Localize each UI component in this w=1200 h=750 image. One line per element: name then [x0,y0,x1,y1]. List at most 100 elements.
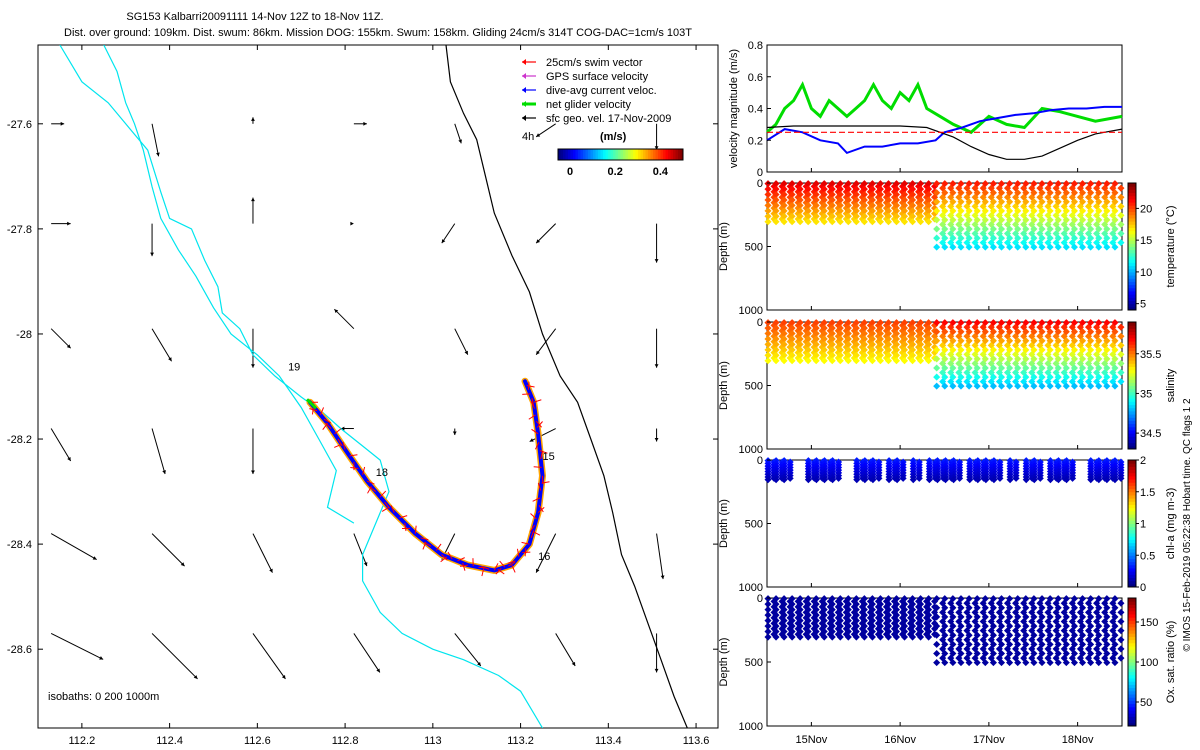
chlorophyll-sample [1012,474,1020,482]
chlorophyll-colorbar-cell [1128,485,1136,490]
swim-vector [524,548,527,557]
salinity-sample [820,351,828,359]
geo-vector [151,123,160,157]
salinity-panel: 0 500 1000 Depth (m) 34.5 35 35.5 salinity [718,317,1177,456]
salinity-sample [796,329,804,338]
swim-vector [533,399,542,403]
salinity-y-label: Depth (m) [718,361,730,410]
salinity-sample [804,351,812,359]
oxygen-sample [1006,595,1014,603]
chlorophyll-colorbar-cell [1128,469,1136,474]
salinity-colorbar-cell [1128,407,1136,412]
oxygen-sample [909,622,917,630]
salinity-colorbar-cell [1128,366,1136,371]
chlorophyll-sample [925,476,933,484]
oxygen-sample [812,611,820,619]
legend-swatch-head [522,101,526,107]
temperature-colorbar-cell [1128,224,1136,228]
geo-vector [654,328,659,368]
oxygen-sample [836,595,844,603]
salinity-sample [989,382,997,390]
salinity-sample [989,364,997,372]
salinity-sample [828,346,836,354]
temperature-sample [900,180,909,188]
temperature-sample [836,218,844,226]
chlorophyll-colorbar-cell [1128,504,1136,509]
oxygen-sample [900,595,909,603]
salinity-colorbar-cell [1128,363,1136,367]
geo-vector [452,428,457,436]
temperature-sample [836,207,844,215]
oxygen-sample [989,631,997,639]
salinity-sample [844,340,852,348]
map-x-tick-label: 112.4 [156,735,183,747]
oxygen-sample [900,611,909,619]
oxygen-sample [1014,659,1022,667]
temperature-sample [973,225,981,233]
swim-vector [535,420,542,428]
oxygen-sample [892,595,901,603]
salinity-sample [764,319,772,327]
oxygen-sample [973,659,981,667]
oxygen-sample [965,613,973,621]
temperature-sample [909,185,917,193]
temperature-sample [957,234,965,242]
oxygen-sample [925,628,933,636]
salinity-sample [860,329,868,338]
salinity-sample [933,382,941,390]
oxygen-sample [900,628,909,636]
temperature-sample [981,198,989,206]
oxygen-sample [876,617,884,625]
temperature-sample [780,190,788,199]
salinity-sample [836,351,844,359]
salinity-sample [973,364,981,372]
map-y-tick-label: -28 [16,329,32,341]
colorbar-cell [633,149,636,160]
temperature-sample [876,212,884,220]
oxygen-sample [997,604,1006,612]
temperature-sample [973,180,981,188]
temperature-sample [796,201,804,209]
map-y-tick-label: -28.4 [7,539,32,551]
temperature-sample [973,189,981,197]
temperature-colorbar-cell [1128,259,1136,263]
oxygen-sample [844,633,852,641]
salinity-sample [772,329,780,338]
salinity-sample [900,357,909,365]
temperature-sample [1006,216,1014,224]
oxygen-sample [860,633,868,641]
salinity-sample [884,319,892,327]
swim-vector [462,562,466,571]
salinity-sample [981,319,989,327]
temperature-y-label: Depth (m) [718,222,730,271]
salinity-colorbar-cell [1128,347,1136,352]
swim-vector [323,418,332,424]
temperature-sample [1014,198,1022,206]
oxygen-sample [812,633,820,641]
swim-vector [440,556,448,563]
temperature-sample [989,180,997,188]
salinity-colorbar-cell [1128,328,1136,333]
oxygen-sample [844,595,852,603]
salinity-sample [989,346,997,354]
temperature-sample [900,207,909,215]
colorbar-cell [615,149,619,160]
salinity-sample [812,346,820,354]
temperature-sample [884,201,892,209]
salinity-sample [917,319,925,327]
oxygen-colorbar-cell [1128,716,1136,721]
oxygen-sample [1006,659,1014,667]
salinity-sample [804,329,812,338]
oxygen-sample [941,631,949,639]
salinity-sample [949,373,957,381]
oxygen-sample [836,617,844,625]
salinity-sample [917,340,925,348]
oxygen-sample [772,595,780,603]
salinity-sample [876,340,884,348]
temperature-sample [844,196,852,204]
oxygen-sample [900,622,909,630]
oxygen-sample [764,622,772,630]
oxygen-sample [828,600,836,608]
temperature-y-tick-label: 0 [757,178,763,190]
temperature-sample [876,201,884,209]
